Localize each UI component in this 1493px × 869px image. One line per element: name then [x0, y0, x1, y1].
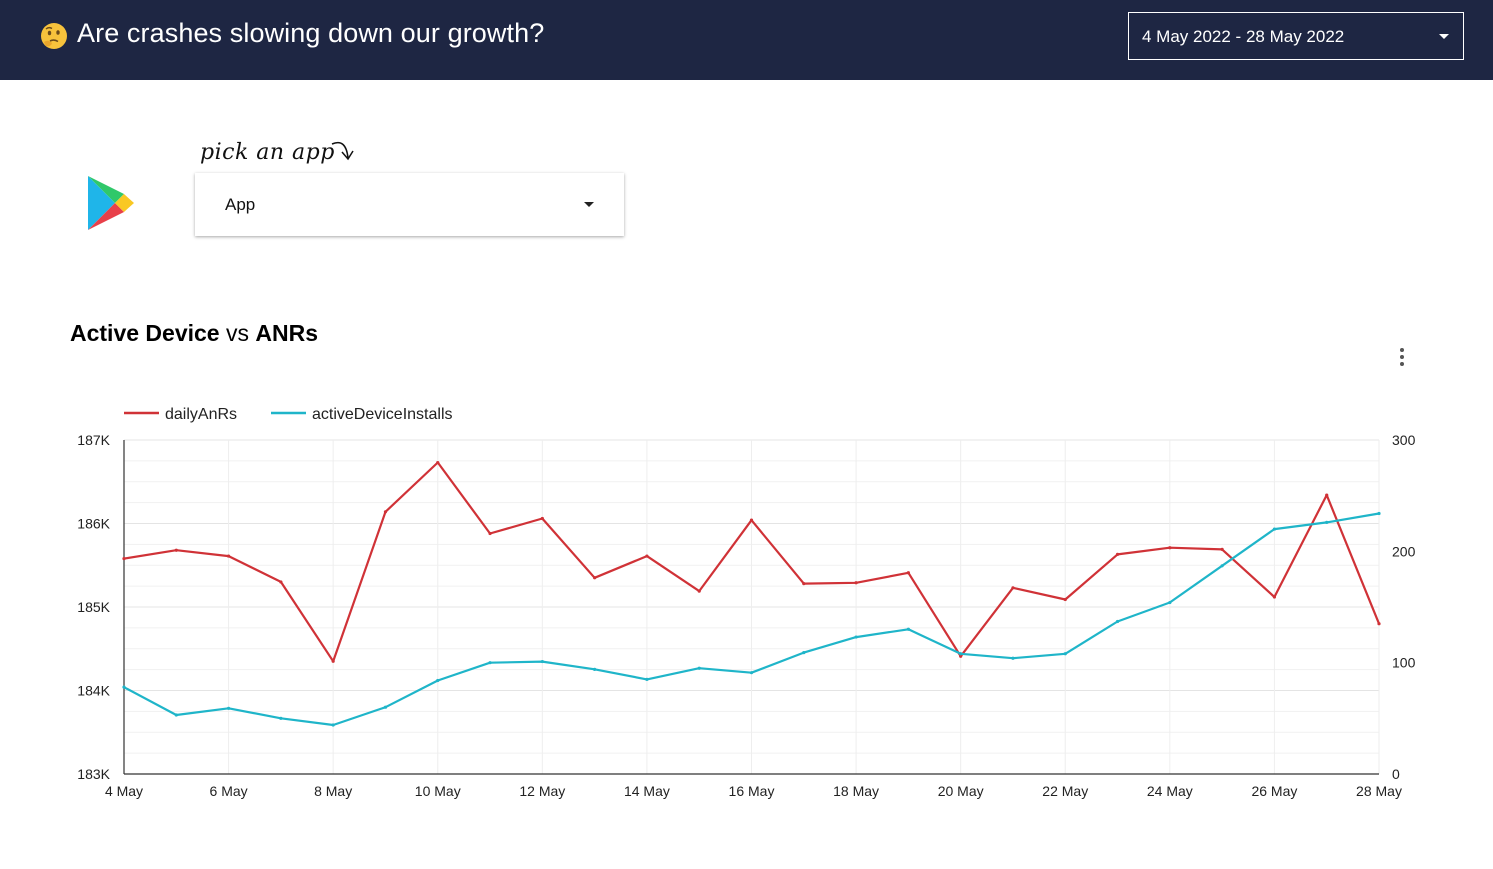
y-left-tick-label: 184K: [77, 683, 110, 699]
data-point-dailyAnRs: [1168, 546, 1172, 550]
y-right-tick-label: 200: [1392, 543, 1416, 559]
data-point-activeDeviceInstalls: [1115, 619, 1120, 624]
data-point-activeDeviceInstalls: [959, 652, 963, 656]
data-point-activeDeviceInstalls: [1011, 656, 1015, 660]
data-point-activeDeviceInstalls: [1325, 520, 1329, 524]
curved-arrow-icon: [331, 141, 354, 161]
x-tick-label: 22 May: [1042, 783, 1088, 799]
data-point-activeDeviceInstalls: [1220, 564, 1224, 568]
data-point-dailyAnRs: [1011, 586, 1015, 590]
data-point-dailyAnRs: [1377, 622, 1381, 626]
app-selector[interactable]: App: [195, 173, 624, 236]
x-tick-label: 8 May: [314, 783, 352, 799]
data-point-dailyAnRs: [593, 576, 597, 580]
data-point-activeDeviceInstalls: [383, 705, 388, 709]
y-left-tick-label: 185K: [77, 599, 110, 615]
google-play-icon: [88, 176, 134, 230]
x-tick-label: 20 May: [938, 783, 984, 799]
data-point-dailyAnRs: [1063, 597, 1067, 602]
y-left-tick-label: 187K: [77, 432, 110, 448]
x-tick-label: 14 May: [624, 783, 670, 799]
data-point-dailyAnRs: [1272, 595, 1277, 599]
data-point-activeDeviceInstalls: [1063, 652, 1067, 656]
app-selector-label: App: [225, 195, 256, 214]
y-left-tick-label: 183K: [77, 766, 110, 782]
data-point-dailyAnRs: [645, 554, 649, 558]
data-point-dailyAnRs: [383, 510, 388, 514]
chart-title-vs: vs: [219, 320, 256, 346]
data-point-dailyAnRs: [802, 582, 806, 586]
y-right-tick-label: 100: [1392, 655, 1416, 671]
data-point-dailyAnRs: [906, 571, 910, 575]
data-point-activeDeviceInstalls: [279, 716, 283, 720]
chart-title-primary: Active Device: [70, 320, 220, 346]
data-point-dailyAnRs: [540, 516, 544, 521]
x-tick-label: 4 May: [105, 783, 143, 799]
chart-title-secondary: ANRs: [255, 320, 318, 346]
data-point-activeDeviceInstalls: [906, 627, 910, 631]
data-point-activeDeviceInstalls: [1272, 527, 1277, 531]
data-point-dailyAnRs: [122, 556, 126, 561]
data-point-activeDeviceInstalls: [331, 723, 335, 727]
y-right-tick-label: 300: [1392, 432, 1416, 448]
x-tick-label: 26 May: [1251, 783, 1297, 799]
x-tick-label: 16 May: [729, 783, 775, 799]
data-point-activeDeviceInstalls: [697, 666, 701, 670]
data-point-activeDeviceInstalls: [1168, 600, 1172, 605]
thinking-face-icon: [41, 23, 67, 49]
data-point-dailyAnRs: [488, 531, 492, 536]
line-chart: 183K 184K 185K 186K 187K 0 100 200 300 4 May 6 May…: [77, 406, 1416, 799]
chevron-down-icon: [584, 202, 594, 207]
data-point-dailyAnRs: [959, 654, 963, 658]
data-point-activeDeviceInstalls: [226, 706, 231, 710]
y-right-tick-label: 0: [1392, 766, 1400, 782]
x-tick-label: 18 May: [833, 783, 879, 799]
data-point-activeDeviceInstalls: [645, 677, 649, 681]
data-point-dailyAnRs: [854, 581, 858, 585]
x-tick-label: 10 May: [415, 783, 461, 799]
legend-label: dailyAnRs: [165, 406, 237, 423]
x-tick-label: 24 May: [1147, 783, 1193, 799]
data-point-activeDeviceInstalls: [1377, 511, 1381, 516]
data-point-activeDeviceInstalls: [488, 661, 492, 665]
chart-menu-icon[interactable]: [1392, 344, 1412, 370]
x-tick-label: 6 May: [210, 783, 248, 799]
data-point-dailyAnRs: [1325, 493, 1329, 497]
data-point-activeDeviceInstalls: [593, 667, 597, 671]
y-left-tick-label: 186K: [77, 516, 110, 532]
data-point-activeDeviceInstalls: [802, 651, 806, 655]
header-bar: Are crashes slowing down our growth? 4 M…: [0, 0, 1493, 80]
data-point-dailyAnRs: [226, 554, 231, 558]
data-point-dailyAnRs: [436, 460, 440, 465]
chevron-down-icon: [1439, 34, 1449, 39]
data-point-activeDeviceInstalls: [540, 659, 544, 664]
data-point-activeDeviceInstalls: [174, 713, 178, 717]
data-point-activeDeviceInstalls: [749, 671, 754, 675]
date-range-value: 4 May 2022 - 28 May 2022: [1142, 27, 1345, 46]
date-range-picker[interactable]: 4 May 2022 - 28 May 2022: [1128, 12, 1464, 60]
legend-label: activeDeviceInstalls: [312, 406, 453, 423]
data-point-dailyAnRs: [331, 659, 335, 663]
page-title: Are crashes slowing down our growth?: [77, 18, 545, 48]
data-point-activeDeviceInstalls: [436, 678, 440, 683]
data-point-dailyAnRs: [1115, 552, 1120, 556]
pick-app-hint: pick an app: [200, 140, 335, 165]
x-tick-label: 28 May: [1356, 783, 1402, 799]
data-point-activeDeviceInstalls: [854, 635, 858, 639]
data-point-dailyAnRs: [279, 580, 283, 584]
chart-title: Active Device vs ANRs: [70, 320, 318, 347]
data-point-dailyAnRs: [174, 548, 178, 552]
data-point-dailyAnRs: [1220, 547, 1224, 551]
data-point-dailyAnRs: [697, 589, 701, 593]
x-tick-label: 12 May: [519, 783, 565, 799]
data-point-dailyAnRs: [749, 518, 754, 522]
data-point-activeDeviceInstalls: [122, 685, 126, 689]
